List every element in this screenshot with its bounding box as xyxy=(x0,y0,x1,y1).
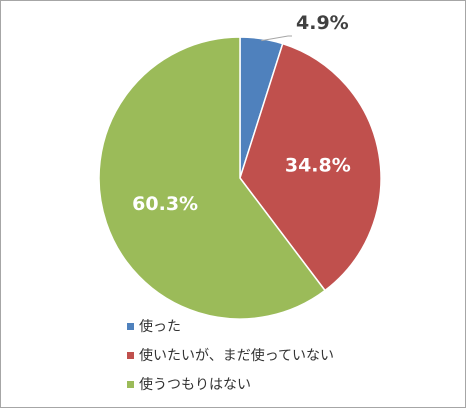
data-label-used: 4.9% xyxy=(296,12,349,34)
legend-item-used: 使った xyxy=(127,313,427,342)
legend-label-no-intention: 使うつもりはない xyxy=(139,377,251,393)
pie-slice-no-intention xyxy=(98,36,327,320)
legend-label-want-to-use: 使いたいが、まだ使っていない xyxy=(139,348,335,364)
pie-data-labels: 4.9% 34.8% 60.3% xyxy=(132,12,351,215)
leader-line-used xyxy=(261,35,292,42)
legend: 使った 使いたいが、まだ使っていない 使うつもりはない xyxy=(127,313,427,400)
legend-swatch-no-intention xyxy=(127,380,134,388)
legend-swatch-used xyxy=(127,322,134,330)
pie-slices xyxy=(98,36,382,320)
pie-slice-want-to-use xyxy=(239,42,382,292)
legend-swatch-want-to-use xyxy=(127,351,134,359)
legend-label-used: 使った xyxy=(139,319,181,335)
legend-item-no-intention: 使うつもりはない xyxy=(127,371,427,400)
data-label-want-to-use: 34.8% xyxy=(285,155,351,177)
legend-item-want-to-use: 使いたいが、まだ使っていない xyxy=(127,342,427,371)
data-label-no-intention: 60.3% xyxy=(132,193,198,215)
